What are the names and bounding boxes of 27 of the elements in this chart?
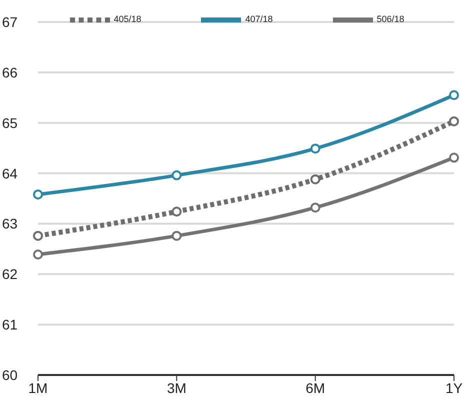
y-tick-label: 66 <box>2 64 18 80</box>
point <box>172 170 182 180</box>
point <box>310 174 320 184</box>
y-tick-label: 64 <box>2 165 18 182</box>
y-tick-label: 60 <box>2 366 18 383</box>
point <box>33 189 43 200</box>
y-tick-label: 61 <box>2 316 18 333</box>
y-tick-label: 62 <box>2 266 18 282</box>
point <box>33 249 43 260</box>
y-tick-label: 65 <box>2 114 18 131</box>
x-tick-label: 3M <box>166 380 186 396</box>
point <box>310 144 320 154</box>
point <box>449 116 459 126</box>
point <box>172 206 182 217</box>
x-tick-label: 1M <box>28 380 48 396</box>
point <box>449 152 459 163</box>
legend-label: 407/18 <box>245 14 273 24</box>
point <box>310 202 320 213</box>
point <box>449 90 459 100</box>
y-tick-label: 63 <box>2 216 18 232</box>
y-tick-label: 67 <box>2 14 18 30</box>
legend-label: 405/18 <box>114 14 142 24</box>
x-tick-label: 6M <box>306 380 326 396</box>
legend-label: 506/18 <box>376 14 404 24</box>
x-tick-label: 1Y <box>445 380 464 396</box>
point <box>33 230 43 241</box>
point <box>172 230 182 241</box>
